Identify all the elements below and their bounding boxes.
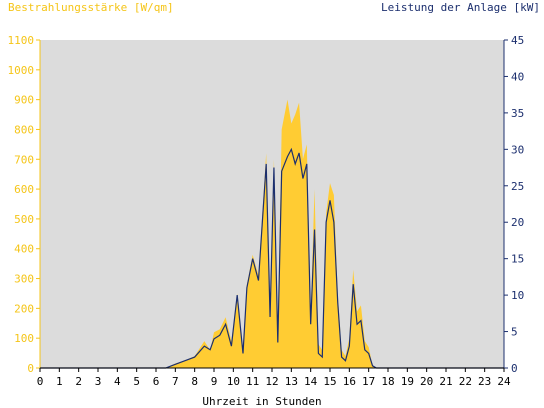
x-tick-label: 13	[285, 375, 298, 388]
right-axis-ticks: 0 5 10 15 20 25 30 35 40 45	[504, 34, 524, 375]
right-tick-label: 45	[511, 34, 524, 47]
x-tick-label: 7	[172, 375, 179, 388]
left-tick-label: 1100	[8, 34, 35, 47]
x-tick-label: 10	[227, 375, 240, 388]
x-axis-ticks: 0 1 2 3 4 5 6 7 8 9 10 11 12 13 14 15 16 17 18 19 20 21 22 23 24	[37, 368, 511, 388]
x-tick-label: 3	[95, 375, 102, 388]
right-tick-label: 25	[511, 180, 524, 193]
left-tick-label: 300	[14, 273, 34, 286]
left-axis-ticks: 0 100 200 300 400 500 600 700 800 900 1000 1100	[8, 34, 40, 375]
right-tick-label: 10	[511, 289, 524, 302]
x-tick-label: 8	[191, 375, 198, 388]
right-tick-label: 40	[511, 70, 524, 83]
x-tick-label: 5	[133, 375, 140, 388]
x-tick-label: 6	[153, 375, 160, 388]
x-tick-label: 2	[75, 375, 82, 388]
left-tick-label: 0	[27, 362, 34, 375]
x-tick-label: 4	[114, 375, 121, 388]
right-tick-label: 35	[511, 107, 524, 120]
x-axis-label: Uhrzeit in Stunden	[202, 395, 321, 408]
x-tick-label: 0	[37, 375, 44, 388]
x-tick-label: 9	[211, 375, 218, 388]
x-tick-label: 20	[420, 375, 433, 388]
left-tick-label: 400	[14, 243, 34, 256]
left-tick-label: 800	[14, 123, 34, 136]
left-tick-label: 1000	[8, 64, 35, 77]
left-tick-label: 700	[14, 153, 34, 166]
right-tick-label: 15	[511, 253, 524, 266]
x-tick-label: 23	[478, 375, 491, 388]
right-tick-label: 5	[511, 326, 518, 339]
x-tick-label: 11	[246, 375, 259, 388]
left-axis-title: Bestrahlungsstärke [W/qm]	[8, 1, 174, 14]
right-tick-label: 0	[511, 362, 518, 375]
x-tick-label: 12	[265, 375, 278, 388]
power-line-layer	[40, 147, 504, 369]
x-tick-label: 1	[56, 375, 63, 388]
left-tick-label: 200	[14, 302, 34, 315]
x-tick-label: 17	[362, 375, 375, 388]
x-tick-label: 18	[381, 375, 394, 388]
right-axis-title: Leistung der Anlage [kW]	[381, 1, 540, 14]
x-tick-label: 24	[497, 375, 511, 388]
x-tick-label: 15	[323, 375, 336, 388]
x-tick-label: 21	[439, 375, 452, 388]
x-tick-label: 16	[343, 375, 356, 388]
x-tick-label: 22	[459, 375, 472, 388]
x-tick-label: 19	[401, 375, 414, 388]
power-line	[40, 147, 504, 369]
x-tick-label: 14	[304, 375, 318, 388]
left-tick-label: 100	[14, 332, 34, 345]
left-tick-label: 600	[14, 183, 34, 196]
right-tick-label: 30	[511, 143, 524, 156]
right-tick-label: 20	[511, 216, 524, 229]
left-tick-label: 500	[14, 213, 34, 226]
left-tick-label: 900	[14, 94, 34, 107]
